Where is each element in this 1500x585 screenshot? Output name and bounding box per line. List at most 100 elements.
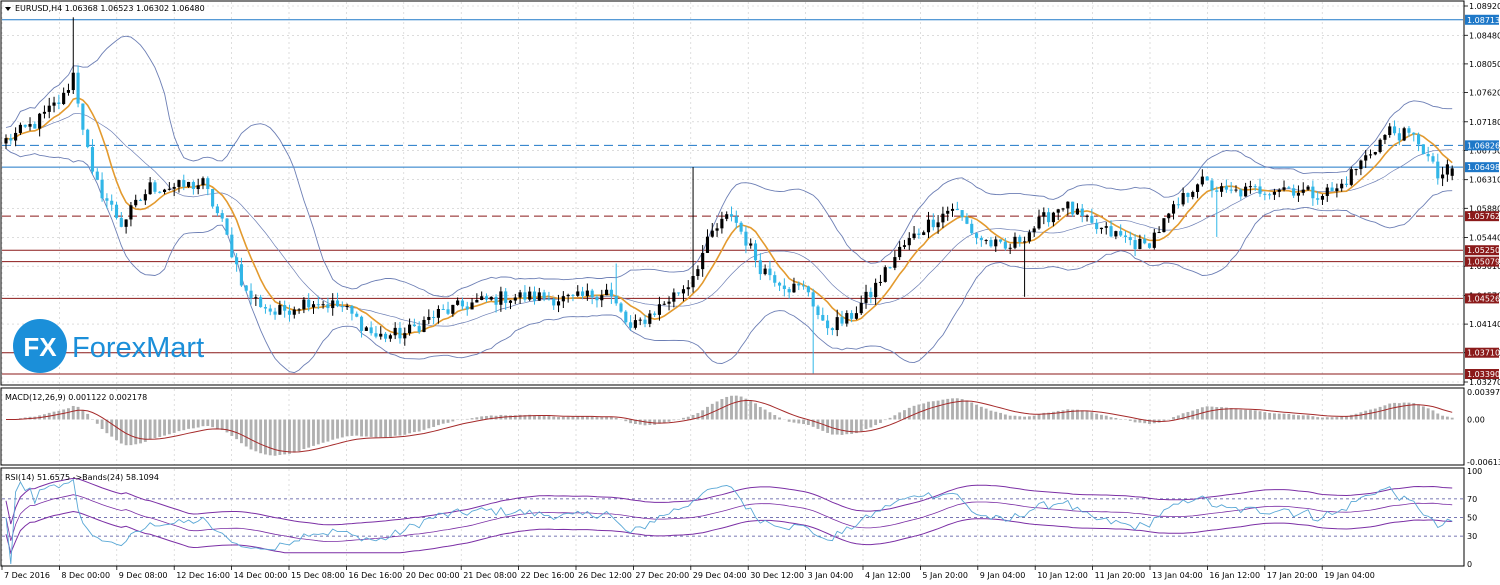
- level-label: 1.05762: [1467, 212, 1500, 221]
- time-tick-label: 16 Jan 12:00: [1209, 571, 1260, 580]
- candle-body: [1051, 212, 1055, 223]
- rsi-panel: 100 70 50 30 0: [2, 467, 1482, 569]
- candle-body: [850, 313, 854, 319]
- candle-body: [230, 234, 234, 258]
- candle-body: [1359, 160, 1363, 170]
- macd-tick-label: 0.00: [1467, 416, 1485, 425]
- candle-body: [422, 319, 426, 332]
- candle-body: [542, 292, 546, 299]
- candle-body: [902, 245, 907, 247]
- candle-body: [1292, 188, 1296, 196]
- candle-body: [42, 111, 46, 114]
- candle-body: [369, 327, 373, 334]
- candle-body: [1095, 222, 1099, 230]
- rsi-band-lower: [5, 510, 1453, 555]
- candle-body: [1056, 209, 1060, 213]
- candle-body: [1378, 139, 1382, 153]
- candle-body: [321, 304, 325, 306]
- candle-body: [662, 303, 666, 305]
- candle-body: [600, 295, 604, 301]
- candle-body: [1152, 232, 1156, 248]
- candle-body: [364, 327, 368, 331]
- candle-body: [1138, 238, 1142, 249]
- rsi-band-middle: [5, 494, 1453, 542]
- candle-body: [1388, 126, 1392, 136]
- candle-body: [1023, 241, 1027, 243]
- dropdown-triangle-icon[interactable]: [5, 7, 11, 11]
- bollinger-lower: [5, 148, 1453, 374]
- candle-body: [499, 291, 503, 305]
- macd-tick-label: 0.003974: [1467, 388, 1500, 397]
- candle-body: [1071, 201, 1075, 215]
- candle-body: [1104, 226, 1108, 228]
- candle-body: [403, 333, 407, 339]
- candle-body: [162, 189, 167, 193]
- candle-body: [1215, 190, 1219, 192]
- candle-body: [1340, 183, 1344, 189]
- candle-body: [1301, 189, 1305, 193]
- candle-body: [71, 72, 75, 91]
- candle-body: [1080, 208, 1084, 216]
- candle-body: [1167, 213, 1171, 219]
- candle-body: [681, 289, 686, 294]
- candle-body: [753, 243, 758, 261]
- candle-body: [1042, 212, 1046, 217]
- candle-body: [1210, 180, 1214, 191]
- candle-body: [417, 326, 421, 332]
- candle-body: [23, 124, 27, 127]
- candle-body: [1147, 243, 1152, 248]
- candle-body: [1013, 236, 1017, 248]
- candle-body: [782, 285, 786, 290]
- candle-body: [571, 294, 575, 296]
- level-label: 1.06498: [1467, 163, 1500, 172]
- candle-body: [1090, 215, 1094, 223]
- candle-body: [1311, 186, 1315, 199]
- chart-header: EURUSD,H4 1.06368 1.06523 1.06302 1.0648…: [5, 4, 205, 13]
- candle-body: [211, 188, 215, 207]
- candle-body: [114, 204, 119, 218]
- time-tick-label: 5 Jan 20:00: [922, 571, 968, 580]
- candle-body: [278, 305, 282, 315]
- candle-body: [374, 333, 378, 337]
- candle-body: [657, 304, 661, 315]
- candle-body: [1008, 247, 1012, 249]
- time-tick-label: 17 Jan 20:00: [1267, 571, 1318, 580]
- candle-body: [1143, 238, 1147, 244]
- candle-body: [1445, 164, 1449, 175]
- price-tick-label: 1.07620: [1469, 89, 1500, 98]
- candle-body: [518, 292, 522, 298]
- candle-body: [691, 275, 695, 288]
- candle-body: [749, 243, 753, 246]
- candle-body: [138, 199, 143, 201]
- candle-body: [1027, 232, 1031, 242]
- bollinger-upper: [5, 35, 1453, 298]
- candle-body: [1176, 204, 1180, 206]
- candle-body: [513, 297, 517, 301]
- candle-body: [359, 316, 364, 331]
- candle-body: [480, 296, 484, 300]
- level-tag: [1465, 211, 1499, 222]
- candle-body: [1200, 176, 1204, 185]
- candle-body: [1109, 226, 1113, 237]
- candle-body: [1421, 144, 1425, 155]
- candle-body: [710, 230, 714, 237]
- candle-body: [1128, 237, 1132, 241]
- rsi-tick-label: 70: [1467, 495, 1477, 504]
- candle-body: [802, 285, 806, 287]
- candle-body: [994, 239, 998, 247]
- candle-body: [460, 300, 465, 307]
- candle-body: [1239, 189, 1243, 197]
- candle-body: [316, 304, 320, 306]
- candle-body: [1373, 152, 1377, 155]
- candle-body: [898, 246, 902, 258]
- candle-body: [191, 181, 195, 190]
- candle-body: [18, 124, 22, 133]
- candle-body: [1330, 187, 1334, 192]
- candle-body: [1344, 183, 1349, 185]
- candle-body: [489, 296, 493, 300]
- level-tag: [1465, 162, 1499, 173]
- price-levels: [2, 19, 1463, 375]
- candle-body: [1325, 187, 1329, 196]
- candle-body: [158, 191, 162, 193]
- candle-body: [758, 260, 762, 275]
